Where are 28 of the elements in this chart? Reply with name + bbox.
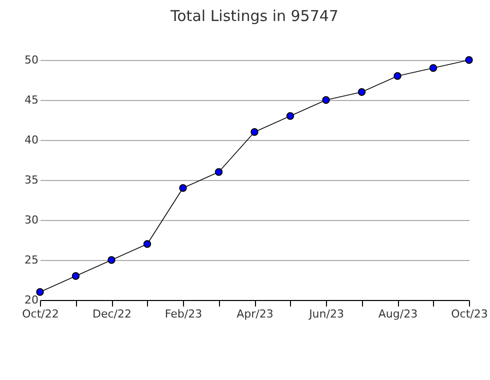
chart-title: Total Listings in 95747 <box>170 7 338 25</box>
point <box>394 72 402 80</box>
y-tick-label: 40 <box>24 134 38 146</box>
x-tick-label: Oct/22 <box>22 308 59 320</box>
point <box>429 64 438 72</box>
point <box>72 272 80 280</box>
point <box>143 240 152 248</box>
point <box>322 96 330 104</box>
point <box>179 184 187 192</box>
point <box>358 88 366 96</box>
y-tick-label: 45 <box>24 94 38 106</box>
y-tick-label: 50 <box>24 54 38 66</box>
x-tick-label: Aug/23 <box>378 308 418 320</box>
x-tick-label: Jun/23 <box>308 308 344 320</box>
y-tick-label: 25 <box>24 254 38 266</box>
y-tick-label: 30 <box>24 214 38 226</box>
point <box>286 112 294 120</box>
point <box>465 56 473 64</box>
point <box>36 288 44 296</box>
y-tick-label: 20 <box>24 294 38 306</box>
point <box>108 256 116 264</box>
point <box>214 168 223 176</box>
x-tick-label: Apr/23 <box>236 308 274 320</box>
x-tick-label: Dec/22 <box>92 308 132 320</box>
point <box>250 128 258 136</box>
y-tick-label: 35 <box>24 174 38 186</box>
x-tick-label: Feb/23 <box>164 308 202 320</box>
x-tick-label: Oct/23 <box>451 308 488 320</box>
